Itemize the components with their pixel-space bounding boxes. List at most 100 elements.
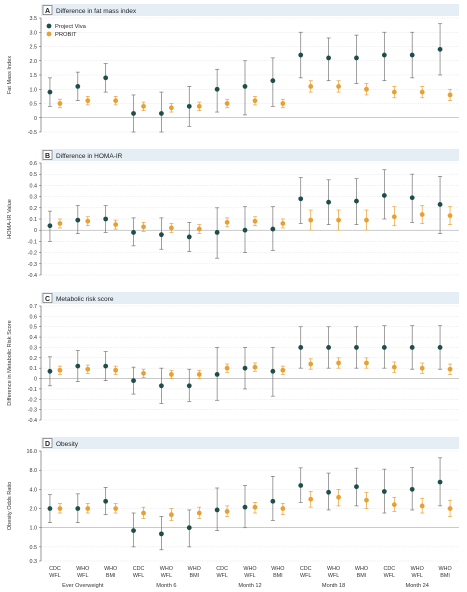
panel-a: A Difference in fat mass index -0.5 0 0.5 1.0…	[7, 4, 459, 136]
panel-letter: A	[45, 8, 50, 15]
x-tick-label-line2: WFL	[216, 573, 227, 579]
series-project-viva	[47, 23, 443, 133]
data-point	[141, 103, 146, 109]
data-point	[196, 226, 202, 232]
x-tick-label-line2: WFL	[49, 573, 60, 579]
legend-label: PROBIT	[55, 32, 77, 38]
data-point	[298, 483, 304, 488]
x-tick-label-line2: BMI	[440, 573, 450, 579]
y-tick-label: 4.0	[30, 487, 38, 493]
data-point	[141, 510, 146, 516]
x-tick-label-line2: BMI	[357, 573, 367, 579]
panel-b: B Difference in HOMA-IR -0.4 -0.3 -0.2 -0.1 0 0…	[7, 149, 459, 279]
x-tick-label-line1: CDC	[216, 566, 228, 572]
x-group-label: Month 6	[156, 583, 176, 589]
panel-title: Difference in fat mass index	[56, 8, 137, 15]
data-point	[85, 506, 91, 511]
panel-letter: B	[45, 153, 50, 160]
series-probit	[57, 488, 453, 521]
data-point	[252, 218, 258, 224]
data-point	[85, 98, 91, 104]
data-point	[103, 363, 109, 369]
series-project-viva	[47, 325, 443, 404]
data-point	[103, 498, 109, 504]
x-tick-label-line2: WFL	[328, 573, 339, 579]
data-point	[75, 506, 81, 511]
data-point	[364, 86, 369, 92]
data-point	[437, 479, 443, 485]
y-axis-label: Difference in Metabolic Risk Score	[7, 320, 13, 405]
y-tick-label: 0.7	[30, 304, 38, 310]
data-point	[47, 368, 53, 374]
data-point	[186, 383, 192, 389]
y-tick-label: -0.5	[28, 130, 37, 136]
y-tick-label: 0	[34, 228, 37, 234]
y-tick-label: 0.4	[30, 183, 38, 189]
data-point	[364, 497, 369, 503]
data-point	[381, 52, 387, 58]
legend-marker	[46, 23, 52, 29]
data-point	[169, 225, 174, 231]
data-point	[298, 345, 304, 350]
data-point	[447, 213, 453, 219]
x-tick-label-line2: WFL	[244, 573, 255, 579]
x-tick-label-line2: WFL	[384, 573, 395, 579]
data-point	[224, 509, 230, 514]
x-group-label: Month 12	[238, 583, 261, 589]
data-point	[409, 195, 415, 201]
y-tick-label: 0.3	[30, 195, 38, 201]
panel-title: Metabolic risk score	[56, 296, 114, 303]
data-point	[242, 84, 248, 89]
y-tick-label: 0.3	[30, 345, 38, 351]
data-point	[437, 202, 443, 207]
data-point	[131, 111, 136, 116]
x-tick-label-line2: BMI	[106, 573, 116, 579]
x-tick-label-line1: WHO	[271, 566, 284, 572]
data-point	[131, 230, 136, 235]
data-point	[186, 103, 192, 109]
y-axis-label: Obesity Odds Ratio	[7, 482, 13, 531]
y-tick-label: 0.2	[30, 356, 38, 362]
data-point	[326, 345, 331, 350]
x-tick-label-line1: CDC	[383, 566, 395, 572]
data-point	[113, 98, 119, 104]
data-point	[391, 364, 397, 370]
data-point	[409, 52, 415, 58]
data-point	[437, 46, 443, 52]
data-point	[280, 506, 286, 511]
legend-label: Project Viva	[55, 24, 87, 30]
data-point	[308, 361, 314, 367]
data-point	[354, 55, 359, 61]
data-point	[437, 345, 443, 350]
data-point	[75, 217, 81, 223]
data-point	[196, 103, 202, 109]
y-tick-label: 0.1	[30, 217, 38, 223]
y-tick-label: -0.4	[28, 273, 37, 279]
data-point	[57, 506, 63, 511]
y-tick-label: 0.5	[30, 325, 38, 331]
data-point	[391, 502, 397, 508]
data-point	[419, 503, 425, 509]
data-point	[214, 86, 220, 92]
data-point	[409, 345, 415, 350]
y-tick-label: 0.5	[30, 172, 38, 178]
data-point	[270, 498, 276, 504]
data-point	[354, 345, 359, 350]
data-point	[131, 378, 136, 384]
panel-c: C Metabolic risk score -0.4 -0.3 -0.2 -0.1 0 0.…	[7, 292, 459, 424]
data-point	[85, 218, 91, 224]
series-project-viva	[47, 169, 443, 259]
y-tick-label: 0.6	[30, 314, 38, 320]
data-point	[336, 494, 341, 500]
data-point	[103, 216, 109, 222]
data-point	[169, 372, 174, 377]
x-tick-label-line2: WFL	[161, 573, 172, 579]
data-point	[169, 512, 174, 518]
data-point	[364, 360, 369, 366]
data-point	[159, 111, 164, 116]
y-tick-label: 8.0	[30, 468, 38, 474]
data-point	[280, 367, 286, 373]
x-group-label: Month 18	[322, 583, 345, 589]
y-tick-label: -0.4	[28, 418, 37, 424]
